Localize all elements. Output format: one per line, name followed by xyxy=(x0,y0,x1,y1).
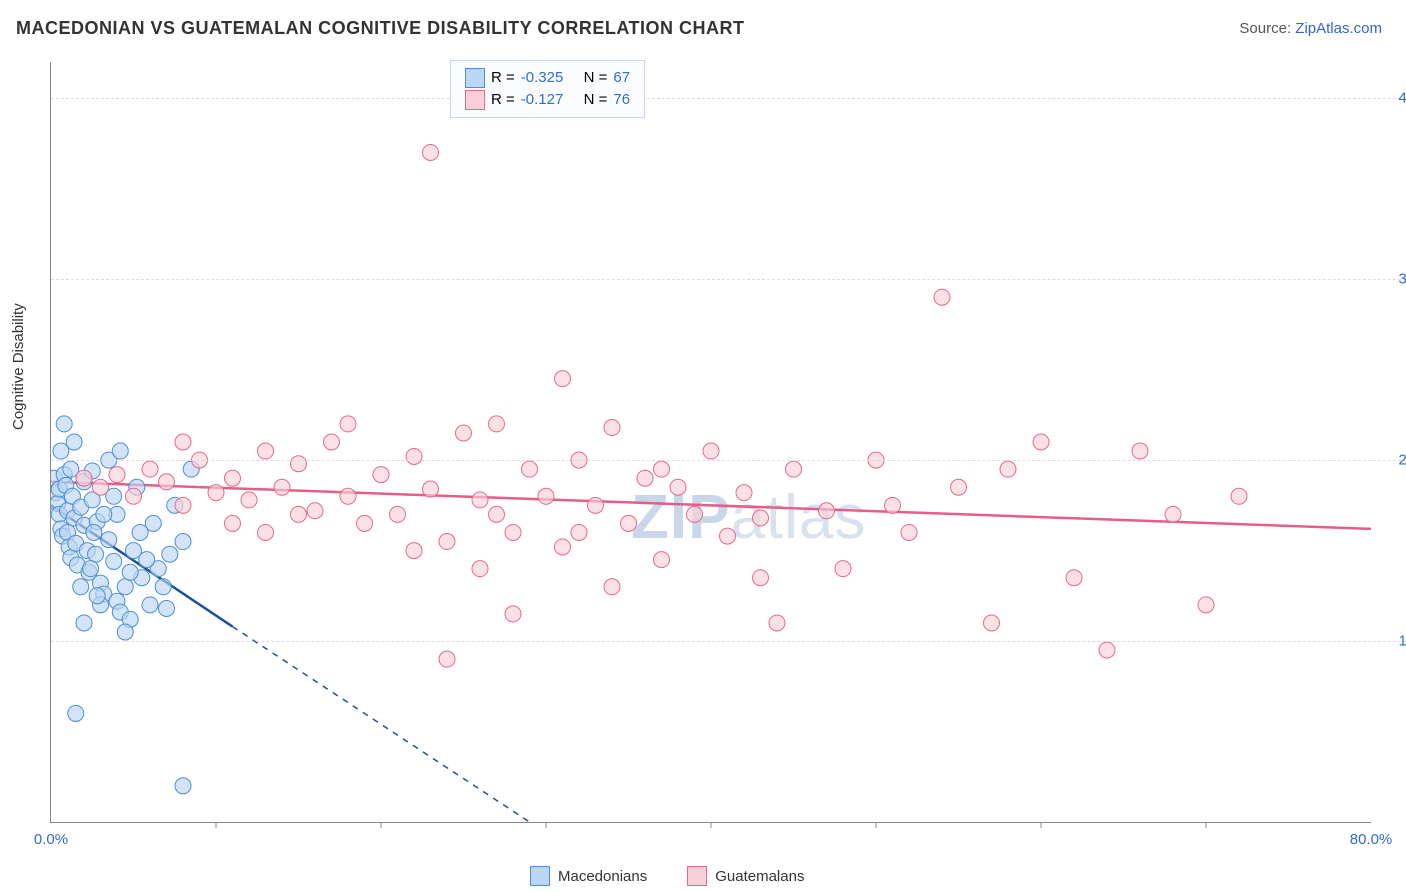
chart-title: MACEDONIAN VS GUATEMALAN COGNITIVE DISAB… xyxy=(16,18,745,39)
swatch-pink xyxy=(465,90,485,110)
source-site[interactable]: ZipAtlas.com xyxy=(1295,20,1382,37)
legend-series: Macedonians Guatemalans xyxy=(530,866,804,886)
xtick-label: 80.0% xyxy=(1350,831,1393,848)
swatch-blue xyxy=(465,68,485,88)
legend-row-pink: R = -0.127 N = 76 xyxy=(465,89,630,111)
swatch-blue-icon xyxy=(530,866,550,886)
xtick-label: 0.0% xyxy=(34,831,68,848)
ytick-label: 20.0% xyxy=(1398,452,1406,469)
plot-area: ZIPatlas 10.0%20.0%30.0%40.0%0.0%80.0% xyxy=(50,62,1371,823)
swatch-pink-icon xyxy=(687,866,707,886)
legend-item-guatemalans: Guatemalans xyxy=(687,866,804,886)
y-axis-label: Cognitive Disability xyxy=(10,303,27,430)
ytick-label: 10.0% xyxy=(1398,633,1406,650)
chart-svg xyxy=(51,62,1371,822)
legend-item-macedonians: Macedonians xyxy=(530,866,647,886)
ytick-label: 40.0% xyxy=(1398,90,1406,107)
chart-container: MACEDONIAN VS GUATEMALAN COGNITIVE DISAB… xyxy=(0,0,1406,892)
source-label: Source: ZipAtlas.com xyxy=(1239,20,1382,37)
legend-row-blue: R = -0.325 N = 67 xyxy=(465,67,630,89)
source-prefix: Source: xyxy=(1239,20,1291,37)
ytick-label: 30.0% xyxy=(1398,271,1406,288)
legend-correlation: R = -0.325 N = 67 R = -0.127 N = 76 xyxy=(450,60,645,118)
